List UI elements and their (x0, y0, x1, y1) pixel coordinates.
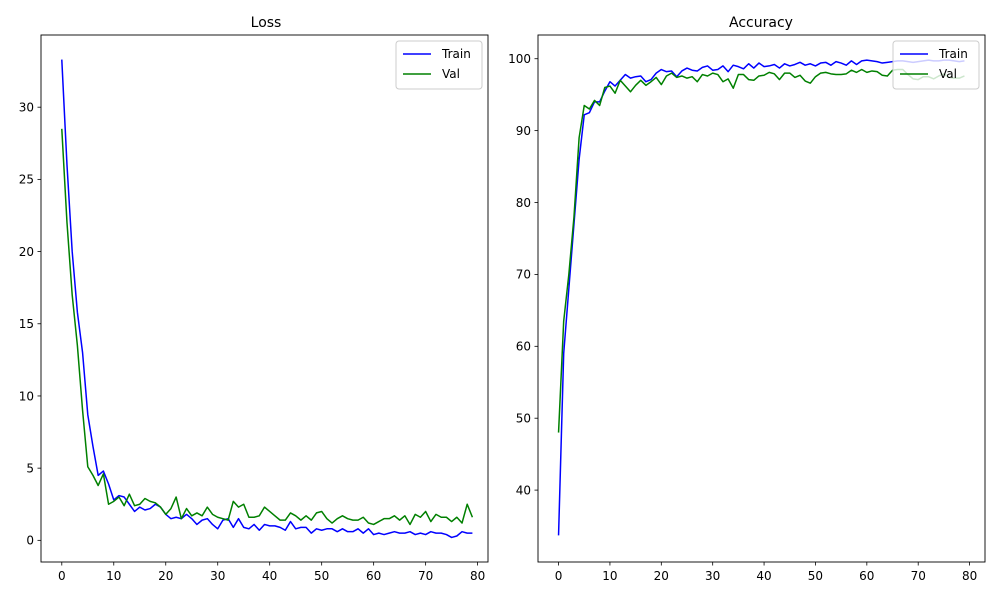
accuracy-legend: Train Val (892, 40, 980, 90)
loss-x-ticks: 0 10 20 30 40 50 60 70 80 (58, 562, 485, 583)
loss-x-tick-label: 80 (470, 569, 485, 583)
accuracy-x-tick-label: 0 (555, 569, 563, 583)
accuracy-y-tick-label: 90 (516, 124, 531, 138)
accuracy-y-tick-label: 60 (516, 340, 531, 354)
loss-legend: Train Val (395, 40, 483, 90)
accuracy-x-tick-label: 30 (705, 569, 720, 583)
loss-x-tick-label: 70 (418, 569, 433, 583)
accuracy-x-tick-label: 40 (756, 569, 771, 583)
loss-y-tick-label: 30 (19, 100, 34, 114)
loss-y-tick-label: 10 (19, 389, 34, 403)
loss-series-train-line (61, 59, 473, 539)
accuracy-y-tick-label: 100 (508, 52, 531, 66)
loss-x-tick-label: 40 (262, 569, 277, 583)
loss-y-tick-label: 25 (19, 173, 34, 187)
accuracy-series-val-line (557, 68, 965, 433)
accuracy-legend-train-label: Train (938, 47, 968, 61)
accuracy-x-tick-label: 20 (654, 569, 669, 583)
loss-series-val-line (61, 128, 474, 526)
loss-x-tick-label: 10 (106, 569, 121, 583)
loss-axes-frame (40, 34, 489, 563)
loss-x-tick-label: 20 (158, 569, 173, 583)
loss-legend-train-label: Train (441, 47, 471, 61)
accuracy-lines (557, 59, 965, 536)
loss-legend-val-label: Val (442, 67, 460, 81)
accuracy-series-train-line (557, 59, 965, 536)
loss-x-tick-label: 30 (210, 569, 225, 583)
loss-title: Loss (251, 15, 282, 31)
accuracy-legend-val-label: Val (939, 67, 957, 81)
accuracy-x-tick-label: 70 (911, 569, 926, 583)
accuracy-y-tick-label: 40 (516, 483, 531, 497)
accuracy-y-tick-label: 50 (516, 412, 531, 426)
loss-y-tick-label: 0 (26, 534, 34, 548)
accuracy-y-ticks: 40 50 60 70 80 90 100 (508, 52, 538, 497)
accuracy-legend-box (892, 40, 980, 90)
accuracy-x-tick-label: 50 (808, 569, 823, 583)
accuracy-subplot: Accuracy 0 10 20 30 40 50 60 70 80 40 50 60 70 80 90 1… (508, 15, 986, 583)
loss-x-tick-label: 60 (366, 569, 381, 583)
loss-lines (61, 59, 474, 539)
accuracy-x-tick-label: 80 (962, 569, 977, 583)
loss-x-tick-label: 50 (314, 569, 329, 583)
accuracy-title: Accuracy (729, 15, 793, 31)
accuracy-x-tick-label: 60 (859, 569, 874, 583)
loss-y-tick-label: 5 (26, 461, 34, 475)
loss-subplot: Loss 0 10 20 30 40 50 60 70 80 0 5 10 15 20 25 30 Trai… (19, 15, 489, 583)
accuracy-y-tick-label: 80 (516, 196, 531, 210)
accuracy-axes-frame (537, 34, 986, 563)
accuracy-x-tick-label: 10 (602, 569, 617, 583)
loss-legend-box (395, 40, 483, 90)
accuracy-y-tick-label: 70 (516, 268, 531, 282)
loss-x-tick-label: 0 (58, 569, 66, 583)
accuracy-x-ticks: 0 10 20 30 40 50 60 70 80 (555, 562, 977, 583)
loss-y-tick-label: 15 (19, 317, 34, 331)
loss-y-tick-label: 20 (19, 245, 34, 259)
loss-y-ticks: 0 5 10 15 20 25 30 (19, 100, 41, 548)
